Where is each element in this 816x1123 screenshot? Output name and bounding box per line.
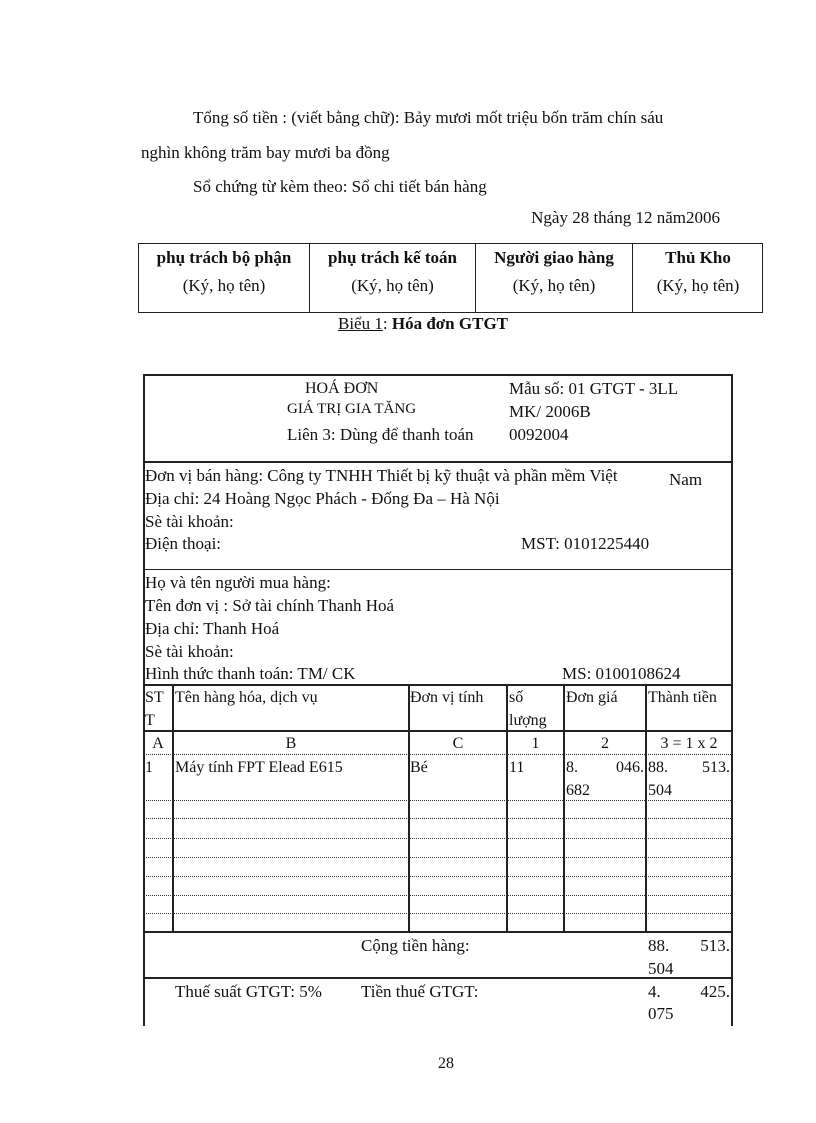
column-code: C: [452, 735, 464, 752]
seller-name: Đơn vị bán hàng: Công ty TNHH Thiết bị k…: [145, 466, 618, 485]
signature-cell: Thủ Kho (Ký, họ tên): [633, 244, 763, 312]
item-price: 8. 046.: [566, 759, 644, 776]
column-header: ST T: [145, 689, 164, 729]
signature-cell: phụ trách kế toán (Ký, họ tên): [310, 244, 476, 312]
item-amount: 88. 513.: [648, 759, 730, 776]
total-in-words-line1: Tổng số tiền : (viết bằng chữ): Bảy mươi…: [193, 108, 664, 127]
date: Ngày 28 tháng 12 năm2006: [531, 208, 720, 227]
signature-title: Thủ Kho: [665, 248, 731, 267]
seller-address: Địa chỉ: 24 Hoàng Ngọc Phách - Đống Đa –…: [145, 489, 500, 508]
vat-value-cont: 075: [648, 1004, 674, 1023]
item-price-cont: 682: [566, 782, 590, 799]
caption-label: Biểu 1: [338, 314, 383, 333]
signature-note: (Ký, họ tên): [351, 276, 434, 295]
column-header: Đơn vị tính: [410, 689, 484, 706]
buyer-name: Họ và tên người mua hàng:: [145, 573, 331, 592]
vat-label: Tiền thuế GTGT:: [361, 982, 479, 1001]
signature-note: (Ký, họ tên): [182, 276, 266, 295]
invoice-series: MK/ 2006B: [509, 402, 591, 421]
column-code: 1: [531, 735, 540, 752]
signature-title: phụ trách kế toán: [328, 248, 457, 267]
seller-tax-code: MST: 0101225440: [521, 534, 650, 553]
signature-cell: phụ trách bộ phận (Ký, họ tên): [139, 244, 310, 312]
signature-table: phụ trách bộ phận (Ký, họ tên) phụ trách …: [138, 243, 763, 313]
vat-value: 4. 425.: [648, 982, 730, 1001]
item-qty: 11: [509, 759, 525, 776]
seller-phone: Điện thoại:: [145, 534, 222, 553]
buyer-address: Địa chỉ: Thanh Hoá: [145, 619, 280, 638]
subtotal-value-cont: 504: [648, 959, 674, 978]
invoice-number: 0092004: [509, 425, 569, 444]
item-unit: Bé: [410, 759, 428, 776]
seller-account: Sè tài khoản:: [145, 512, 234, 531]
column-header: Thành tiền: [648, 689, 717, 706]
payment-method: Hình thức thanh toán: TM/ CK: [145, 664, 356, 683]
invoice-subtitle: GIÁ TRỊ GIA TĂNG: [287, 401, 417, 417]
signature-title: Người giao hàng: [494, 248, 614, 267]
vat-rate: Thuế suất GTGT: 5%: [175, 982, 322, 1001]
column-code: 2: [601, 735, 609, 752]
subtotal-value: 88. 513.: [648, 936, 730, 955]
buyer-tax-code: MS: 0100108624: [562, 664, 681, 683]
attached-documents: Sổ chứng từ kèm theo: Sổ chi tiết bán hà…: [193, 177, 487, 196]
caption-title: Hóa đơn GTGT: [391, 314, 509, 333]
seller-name-tail: Nam: [669, 470, 703, 489]
buyer-account: Sè tài khoản:: [145, 642, 234, 661]
item-name: Máy tính FPT Elead E615: [175, 759, 343, 776]
column-header: Tên hàng hóa, dịch vụ: [175, 689, 318, 706]
buyer-unit: Tên đơn vị : Sở tài chính Thanh Hoá: [145, 596, 395, 615]
item-stt: 1: [145, 759, 153, 776]
signature-note: (Ký, họ tên): [512, 276, 596, 295]
column-code: 3 = 1 x 2: [660, 735, 718, 752]
invoice-form: Mẫu số: 01 GTGT - 3LL: [509, 379, 679, 398]
total-in-words-line2: nghìn không trăm bay mươi ba đồng: [141, 143, 390, 162]
subtotal-label: Cộng tiền hàng:: [361, 936, 470, 955]
invoice-copy: Liên 3: Dùng để thanh toán: [287, 425, 474, 444]
column-code: A: [152, 735, 164, 752]
item-amount-cont: 504: [648, 782, 672, 799]
column-header: số lượng: [509, 689, 547, 729]
page-number: 28: [438, 1055, 454, 1072]
signature-cell: Người giao hàng (Ký, họ tên): [476, 244, 633, 312]
column-header: Đơn giá: [566, 689, 618, 706]
signature-title: phụ trách bộ phận: [156, 248, 292, 267]
signature-note: (Ký, họ tên): [656, 276, 740, 295]
invoice-title: HOÁ ĐƠN: [305, 380, 379, 397]
caption: Biểu 1: Hóa đơn GTGT: [338, 314, 509, 333]
column-code: B: [285, 735, 297, 752]
